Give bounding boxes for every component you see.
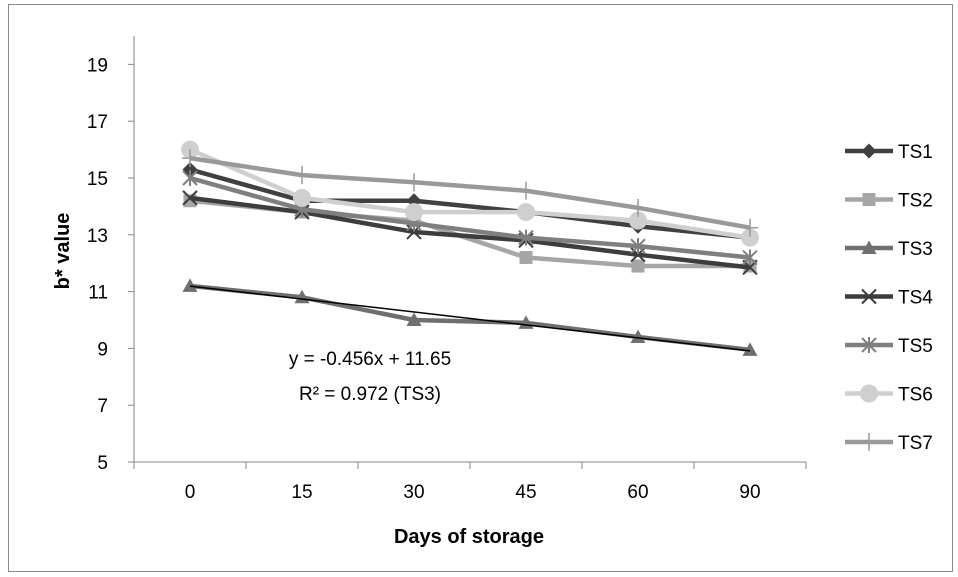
data-point: [405, 203, 423, 222]
series-line: [189, 147, 751, 240]
legend-marker: [861, 240, 877, 254]
series-line: [189, 195, 751, 270]
legend-label: TS5: [898, 336, 933, 357]
data-point: [629, 211, 647, 230]
series-line: [189, 283, 751, 353]
data-point: [182, 149, 198, 168]
series-line: [189, 155, 751, 230]
legend-marker: [861, 337, 877, 353]
legend-label: TS2: [898, 191, 933, 212]
data-point: [406, 173, 422, 192]
data-point: [742, 249, 758, 266]
y-tick-label: 11: [88, 283, 108, 304]
trendline: [189, 285, 751, 352]
data-point: [630, 238, 646, 255]
data-point: [630, 198, 646, 217]
legend-item-ts4: TS4: [845, 288, 933, 309]
legend-marker: [861, 433, 877, 451]
trendline-r-squared: R² = 0.972 (TS3): [299, 384, 441, 405]
legend-item-ts2: TS2: [845, 191, 933, 212]
x-tick-label: 60: [627, 482, 648, 503]
y-tick-label: 15: [87, 169, 108, 190]
legend-label: TS7: [898, 433, 933, 454]
legend-marker: [861, 143, 877, 159]
legend-marker: [861, 288, 877, 305]
legend-marker: [860, 384, 878, 403]
x-tick-label: 45: [515, 482, 536, 503]
series-layer: [181, 140, 759, 356]
legend-label: TS3: [898, 239, 933, 260]
x-tick-labels: 0 15 30 45 60 90: [185, 482, 761, 503]
data-point: [630, 329, 646, 344]
data-point: [519, 251, 533, 265]
x-tick-label: 30: [403, 482, 424, 503]
y-tick-label: 13: [87, 226, 108, 247]
x-tick-label: 90: [739, 482, 760, 503]
y-tick-label: 7: [97, 396, 108, 417]
y-tick-labels: 5 7 9 11 13 15 17 19: [87, 55, 108, 474]
x-tick-label: 0: [185, 482, 196, 503]
axes: [128, 36, 807, 469]
data-point: [517, 203, 535, 222]
series-ts3: [182, 278, 758, 356]
data-point: [293, 188, 311, 207]
y-tick-label: 17: [87, 112, 108, 133]
trendline-layer: [189, 285, 751, 352]
chart-frame: [8, 4, 953, 572]
legend-item-ts3: TS3: [845, 239, 933, 260]
data-point: [182, 170, 198, 186]
series-ts7: [182, 149, 758, 237]
data-point: [518, 181, 534, 200]
data-point: [294, 166, 310, 185]
data-point: [741, 228, 759, 247]
y-tick-label: 9: [97, 339, 108, 360]
legend: TS1 TS2 TS3 TS4 TS5 TS6 TS7: [845, 142, 933, 454]
legend-marker: [862, 193, 876, 206]
legend-item-ts7: TS7: [845, 433, 933, 454]
data-point: [518, 229, 534, 246]
data-point: [182, 278, 198, 292]
data-point: [182, 190, 198, 206]
y-tick-label: 5: [97, 453, 108, 474]
series-line: [189, 175, 751, 260]
legend-label: TS4: [898, 288, 933, 309]
series-line: [189, 167, 751, 240]
trendline-equation: y = -0.456x + 11.65: [289, 349, 451, 370]
y-axis-title: b* value: [52, 213, 74, 290]
data-point: [742, 342, 758, 356]
data-point: [631, 259, 645, 273]
data-point: [406, 312, 422, 326]
legend-label: TS1: [898, 142, 933, 163]
legend-label: TS6: [898, 385, 933, 406]
legend-item-ts1: TS1: [845, 142, 933, 163]
x-tick-label: 15: [291, 482, 312, 503]
x-axis-title: Days of storage: [394, 526, 544, 548]
data-point: [742, 218, 758, 237]
legend-item-ts5: TS5: [845, 336, 933, 357]
y-tick-label: 19: [87, 55, 108, 76]
legend-item-ts6: TS6: [845, 384, 933, 406]
